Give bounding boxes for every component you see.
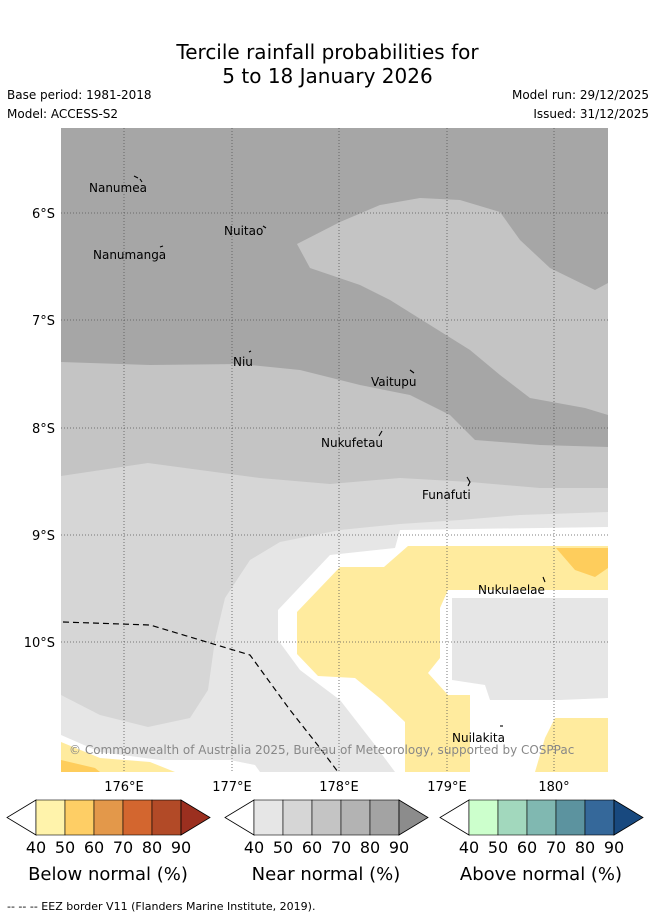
colorbar-tick-label: 60: [84, 838, 104, 857]
colorbar-tick-label: 90: [604, 838, 624, 857]
colorbar-tick-label: 70: [113, 838, 133, 857]
colorbar-segment: [122, 799, 153, 836]
colorbar-right-extension: [613, 799, 644, 836]
colorbar-below-normal: 40 50 60 70 80 90: [6, 799, 211, 857]
colorbar-left-extension: [439, 799, 470, 836]
colorbar-segment: [151, 799, 182, 836]
colorbar-segment: [253, 799, 284, 836]
colorbar-segment: [584, 799, 615, 836]
lat-tick-6s: 6°S: [32, 207, 55, 222]
colorbar-segment: [93, 799, 124, 836]
colorbar-segment: [282, 799, 313, 836]
title-line-2: 5 to 18 January 2026: [222, 64, 433, 88]
lon-tick-180: 180°: [538, 780, 569, 795]
colorbar-segment: [526, 799, 557, 836]
lon-tick-177e: 177°E: [212, 780, 252, 795]
colorbar-tick-label: 90: [171, 838, 191, 857]
colorbar-right-extension: [180, 799, 211, 836]
colorbar-left-extension: [224, 799, 255, 836]
eez-border-note: -- -- -- EEZ border V11 (Flanders Marine…: [7, 900, 316, 913]
colorbar-title-above: Above normal (%): [460, 864, 622, 885]
gridlines: [61, 128, 608, 772]
place-label-nuilakita: Nuilakita: [452, 731, 505, 745]
colorbar-tick-label: 60: [302, 838, 322, 857]
colorbar-segment: [497, 799, 528, 836]
colorbar-tick-label: 80: [142, 838, 162, 857]
colorbar-segment: [64, 799, 95, 836]
colorbar-segment: [555, 799, 586, 836]
lat-tick-9s: 9°S: [32, 529, 55, 544]
place-label-nukulaelae: Nukulaelae: [478, 583, 545, 597]
below-normal-50-region: [61, 546, 608, 772]
colorbar-tick-label: 50: [488, 838, 508, 857]
colorbar-title-near: Near normal (%): [252, 864, 401, 885]
place-labels: Nanumea Nuitao Nanumanga Niu Vaitupu Nuk…: [89, 181, 545, 745]
base-period: Base period: 1981-2018: [7, 88, 152, 102]
colorbar-right-extension: [398, 799, 429, 836]
colorbar-tick-label: 40: [244, 838, 264, 857]
longitude-ticks: 176°E 177°E 178°E 179°E 180°: [104, 780, 569, 795]
colorbar-tick-label: 40: [26, 838, 46, 857]
eez-border-line: [62, 621, 339, 772]
colorbar-tick-label: 50: [273, 838, 293, 857]
lat-tick-10s: 10°S: [24, 636, 55, 651]
model-run: Model run: 29/12/2025: [511, 88, 649, 102]
lon-tick-179e: 179°E: [427, 780, 467, 795]
title-line-1: Tercile rainfall probabilities for: [176, 40, 479, 64]
lat-tick-8s: 8°S: [32, 422, 55, 437]
island-outlines: [133, 175, 546, 727]
colorbar-tick-label: 60: [517, 838, 537, 857]
place-label-nanumanga: Nanumanga: [93, 248, 166, 262]
latitude-ticks: 6°S 7°S 8°S 9°S 10°S: [24, 207, 55, 651]
map-panel: [61, 128, 608, 772]
copyright-notice: © Commonwealth of Australia 2025, Bureau…: [69, 743, 574, 757]
place-label-nukufetau: Nukufetau: [321, 436, 383, 450]
colorbar-segment: [35, 799, 66, 836]
colorbar-title-below: Below normal (%): [28, 864, 188, 885]
chart-title: Tercile rainfall probabilities for 5 to …: [0, 40, 655, 88]
colorbar-tick-label: 70: [331, 838, 351, 857]
colorbar-segment: [340, 799, 371, 836]
colorbar-left-extension: [6, 799, 37, 836]
colorbar-segment: [369, 799, 400, 836]
colorbar-segment: [468, 799, 499, 836]
place-label-vaitupu: Vaitupu: [371, 375, 417, 389]
colorbar-tick-label: 50: [55, 838, 75, 857]
colorbar-tick-label: 80: [575, 838, 595, 857]
colorbar-segment: [311, 799, 342, 836]
colorbar-tick-label: 90: [389, 838, 409, 857]
model-name: Model: ACCESS-S2: [7, 107, 119, 121]
colorbar-tick-label: 40: [459, 838, 479, 857]
colorbar-tick-label: 80: [360, 838, 380, 857]
colorbar-above-normal: 40 50 60 70 80 90: [439, 799, 644, 857]
colorbar-near-normal: 40 50 60 70 80 90: [224, 799, 429, 857]
issued-date: Issued: 31/12/2025: [533, 107, 649, 121]
place-label-nanumea: Nanumea: [89, 181, 147, 195]
place-label-niu: Niu: [233, 355, 253, 369]
colorbar-tick-label: 70: [546, 838, 566, 857]
lat-tick-7s: 7°S: [32, 314, 55, 329]
lon-tick-178e: 178°E: [319, 780, 359, 795]
place-label-nuitao: Nuitao: [224, 224, 263, 238]
lon-tick-176e: 176°E: [104, 780, 144, 795]
place-label-funafuti: Funafuti: [422, 488, 471, 502]
